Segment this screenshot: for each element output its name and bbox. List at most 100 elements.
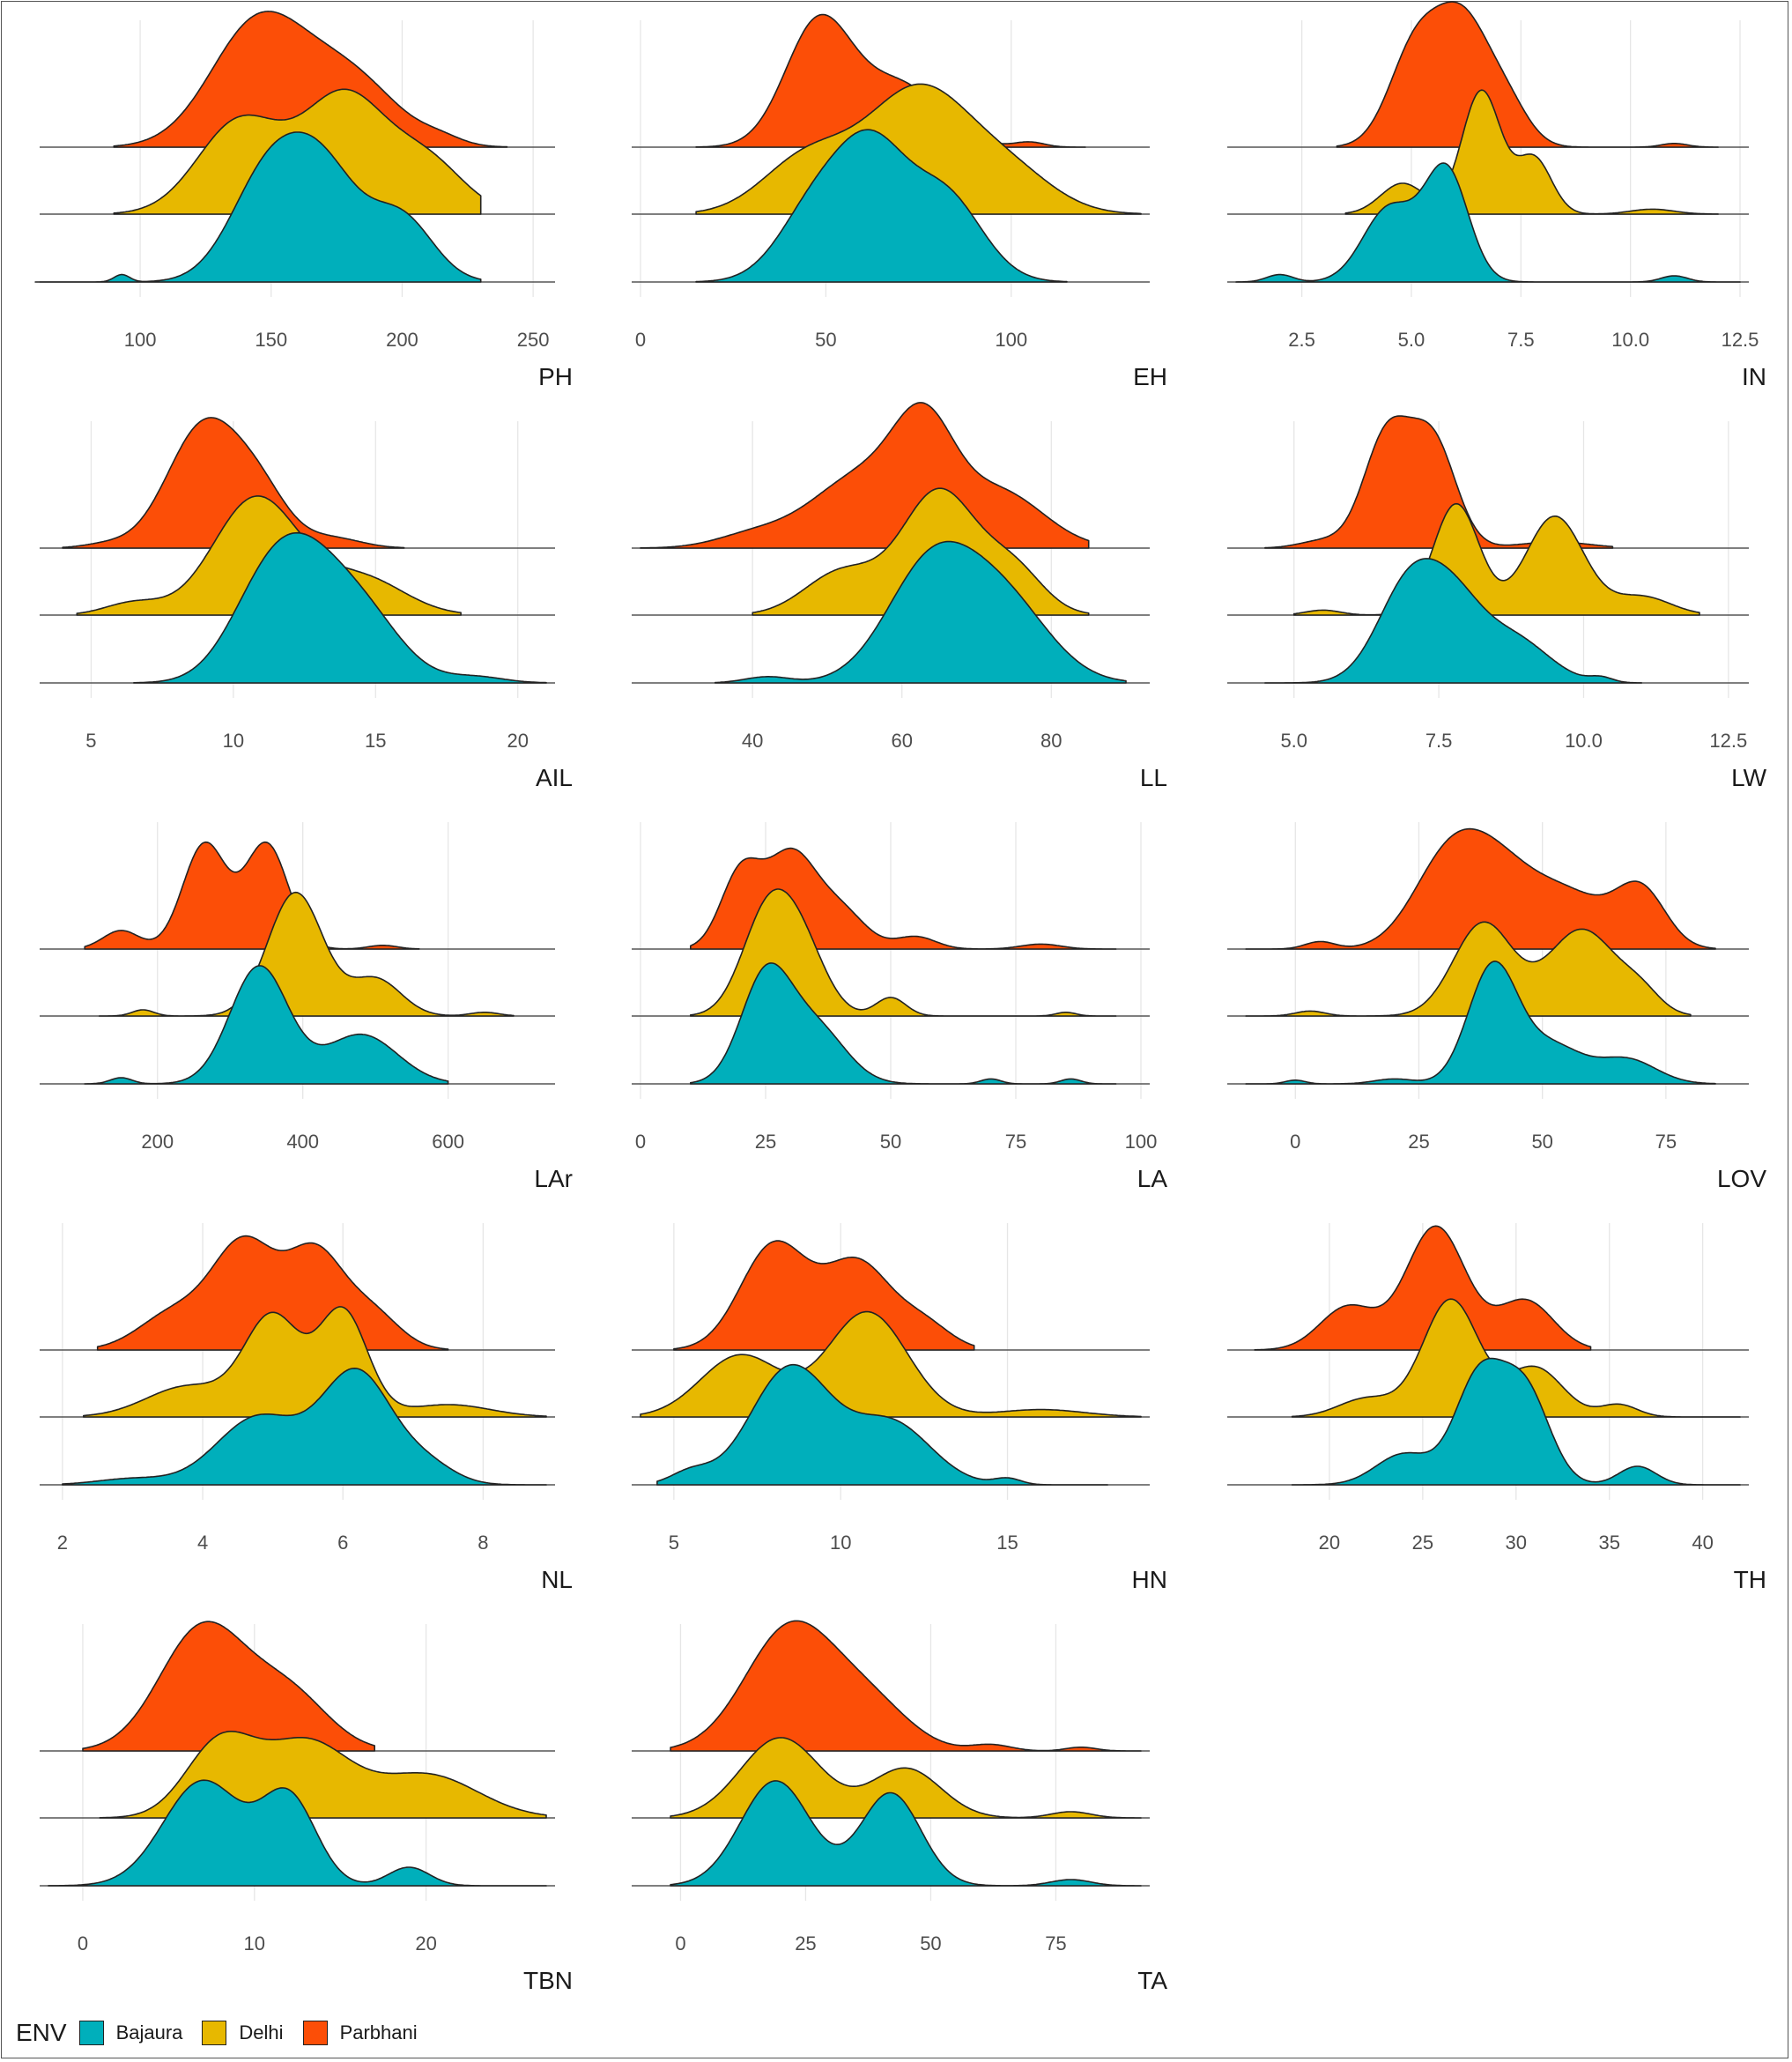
tick-label-th: 25 — [1412, 1532, 1433, 1554]
tick-label-ph: 100 — [124, 329, 157, 351]
axis-title-lw: LW — [1731, 764, 1766, 791]
ridge-bajaura-th — [1291, 1357, 1741, 1486]
tick-label-in: 7.5 — [1507, 329, 1535, 351]
tick-label-th: 35 — [1598, 1532, 1619, 1554]
legend-key-parbhani — [302, 2021, 328, 2045]
tick-label-ph: 150 — [255, 329, 287, 351]
ridge-bajaura-ph — [34, 131, 482, 283]
tick-label-ll: 80 — [1040, 730, 1062, 752]
ridge-bajaura-ail — [133, 531, 547, 684]
axis-title-hn: HN — [1132, 1566, 1167, 1593]
tick-label-ail: 5 — [85, 730, 96, 752]
axis-title-tbn: TBN — [523, 1967, 573, 1994]
panel-lw: 5.0 7.5 10.0 12.5 LW — [1227, 415, 1767, 791]
axis-title-ail: AIL — [536, 764, 573, 791]
panel-hn: 5 10 15 HN — [632, 1223, 1167, 1593]
tick-label-lw: 7.5 — [1425, 730, 1453, 752]
legend-key-bajaura — [78, 2021, 104, 2045]
tick-label-ail: 20 — [507, 730, 528, 752]
axis-title-ll: LL — [1140, 764, 1167, 791]
legend: ENV Bajaura Delhi Parbhani — [16, 2015, 437, 2051]
ridge-delhi-eh — [695, 83, 1142, 215]
tick-label-eh: 0 — [635, 329, 646, 351]
panel-lar: 200 400 600 LAr — [40, 822, 573, 1192]
tick-label-ll: 40 — [742, 730, 763, 752]
tick-label-tbn: 20 — [415, 1932, 436, 1954]
panel-ph: 100 150 200 250 PH — [34, 11, 573, 390]
tick-label-tbn: 0 — [78, 1932, 88, 1954]
tick-label-th: 40 — [1692, 1532, 1713, 1554]
tick-label-lar: 400 — [286, 1131, 319, 1153]
tick-label-nl: 8 — [478, 1532, 488, 1554]
tick-label-lar: 200 — [141, 1131, 174, 1153]
legend-label-delhi: Delhi — [239, 2021, 284, 2043]
ridge-bajaura-ll — [715, 540, 1127, 684]
tick-label-lw: 12.5 — [1709, 730, 1747, 752]
ridge-delhi-lov — [1245, 921, 1692, 1017]
panel-nl: 2 4 6 8 NL — [40, 1223, 573, 1593]
axis-title-la: LA — [1137, 1165, 1168, 1192]
tick-label-la: 50 — [880, 1131, 901, 1153]
axis-title-th: TH — [1734, 1566, 1766, 1593]
ridge-parbhani-in — [1336, 1, 1719, 148]
axis-title-in: IN — [1742, 363, 1766, 390]
ridge-delhi-la — [690, 888, 1117, 1017]
ridge-parbhani-ll — [640, 402, 1090, 549]
axis-title-lov: LOV — [1717, 1165, 1766, 1192]
tick-label-ail: 15 — [365, 730, 386, 752]
ridge-delhi-lw — [1292, 502, 1700, 616]
ridge-parbhani-hn — [673, 1240, 975, 1351]
tick-label-lov: 75 — [1655, 1131, 1677, 1153]
tick-label-la: 75 — [1005, 1131, 1026, 1153]
ridge-parbhani-lar — [84, 841, 420, 950]
tick-label-ta: 50 — [920, 1932, 941, 1954]
ridge-bajaura-in — [1235, 162, 1741, 283]
tick-label-in: 2.5 — [1288, 329, 1315, 351]
legend-item-delhi: Delhi — [202, 2021, 284, 2045]
tick-label-th: 20 — [1319, 1532, 1340, 1554]
legend-label-parbhani: Parbhani — [339, 2021, 418, 2043]
ridge-bajaura-la — [690, 962, 1117, 1085]
panel-in: 2.5 5.0 7.5 10.0 12.5 IN — [1227, 1, 1766, 390]
panel-eh: 0 50 100 EH — [632, 13, 1167, 390]
ridge-parbhani-ail — [62, 417, 405, 549]
tick-label-lov: 0 — [1290, 1131, 1300, 1153]
axis-title-lar: LAr — [534, 1165, 573, 1192]
tick-label-ail: 10 — [223, 730, 244, 752]
tick-label-ta: 75 — [1045, 1932, 1066, 1954]
axis-title-ta: TA — [1137, 1967, 1167, 1994]
panel-ta: 0 25 50 75 TA — [632, 1620, 1167, 1994]
tick-label-in: 5.0 — [1398, 329, 1425, 351]
panel-la: 0 25 50 75 100 LA — [632, 822, 1167, 1192]
legend-label-bajaura: Bajaura — [115, 2021, 183, 2043]
ridge-bajaura-lw — [1264, 558, 1642, 684]
tick-label-lov: 50 — [1531, 1131, 1552, 1153]
tick-label-lw: 5.0 — [1280, 730, 1307, 752]
ridge-parbhani-th — [1254, 1225, 1592, 1351]
panel-th: 20 25 30 35 40 TH — [1227, 1223, 1766, 1593]
tick-label-lw: 10.0 — [1565, 730, 1603, 752]
ridge-delhi-nl — [83, 1306, 547, 1418]
tick-label-in: 12.5 — [1722, 329, 1759, 351]
axis-title-nl: NL — [541, 1566, 573, 1593]
legend-item-bajaura: Bajaura — [78, 2021, 183, 2045]
tick-label-hn: 15 — [996, 1532, 1018, 1554]
tick-label-hn: 10 — [830, 1532, 851, 1554]
ridge-parbhani-eh — [695, 13, 1086, 148]
tick-label-ta: 0 — [675, 1932, 685, 1954]
ridge-bajaura-lov — [1245, 961, 1716, 1085]
tick-label-eh: 50 — [815, 329, 836, 351]
ridge-parbhani-tbn — [82, 1621, 375, 1752]
panel-tbn: 0 10 20 TBN — [40, 1621, 573, 1994]
ridge-delhi-lar — [98, 891, 515, 1017]
tick-label-hn: 5 — [669, 1532, 679, 1554]
tick-label-lar: 600 — [432, 1131, 464, 1153]
tick-label-lov: 25 — [1408, 1131, 1429, 1153]
ridge-bajaura-nl — [62, 1368, 547, 1486]
ridge-bajaura-lar — [84, 965, 449, 1085]
tick-label-la: 0 — [635, 1131, 646, 1153]
panel-ail: 5 10 15 20 AIL — [40, 417, 573, 791]
